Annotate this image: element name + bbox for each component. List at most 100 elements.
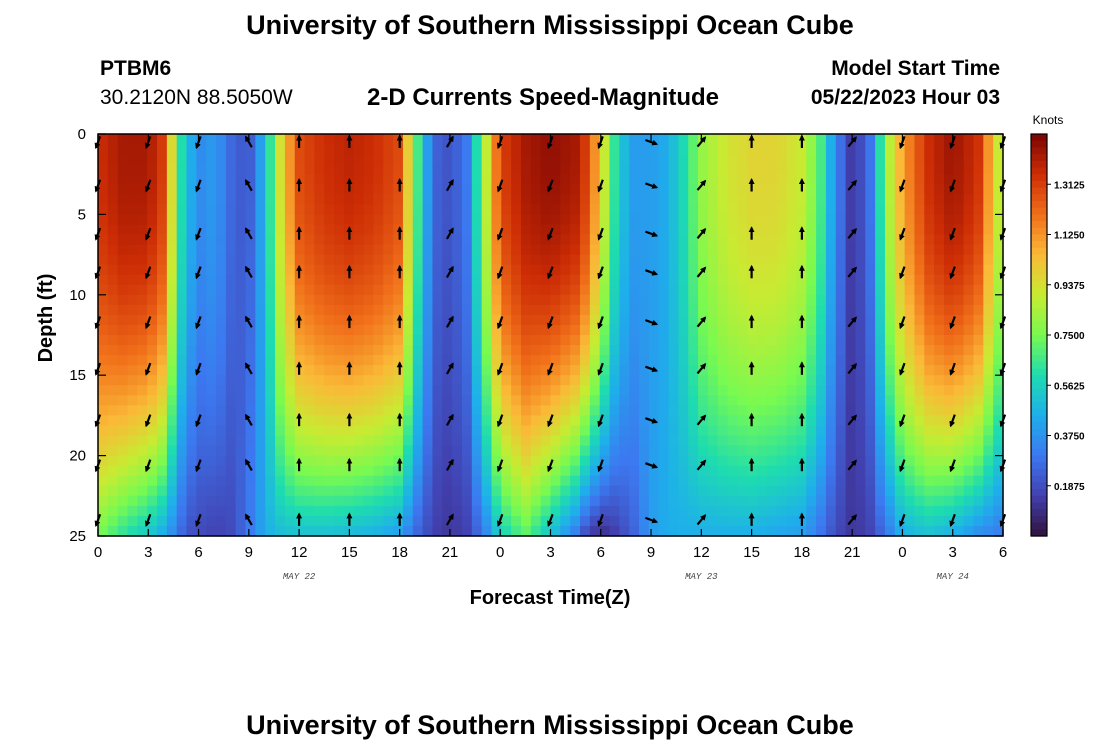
heatmap-cell <box>668 405 679 416</box>
heatmap-cell <box>255 174 266 185</box>
heatmap-cell <box>245 375 256 386</box>
heatmap-cell <box>461 304 473 316</box>
heatmap-cell <box>393 445 404 457</box>
heatmap-cell <box>599 284 611 296</box>
heatmap-cell <box>884 264 896 276</box>
heatmap-cell <box>698 495 709 507</box>
current-arrow <box>899 266 906 280</box>
heatmap-cell <box>727 274 739 286</box>
heatmap-cell <box>481 355 493 366</box>
heatmap-cell <box>284 224 296 236</box>
heatmap-cell <box>442 525 453 537</box>
current-arrow <box>144 459 152 473</box>
heatmap-cell <box>520 345 532 356</box>
heatmap-cell <box>393 425 404 437</box>
heatmap-cell <box>471 264 483 276</box>
heatmap-cell <box>491 294 502 306</box>
heatmap-cell <box>776 405 788 416</box>
heatmap-cell <box>196 144 207 155</box>
heatmap-cell <box>570 164 581 175</box>
heatmap-cell <box>766 164 778 175</box>
heatmap-cell <box>757 304 768 316</box>
heatmap-cell <box>520 174 532 185</box>
heatmap-cell <box>629 435 640 447</box>
heatmap-cell <box>491 224 502 236</box>
heatmap-cell <box>235 385 247 396</box>
heatmap-cell <box>235 425 247 437</box>
heatmap-cell <box>668 244 679 256</box>
heatmap-cell <box>855 214 866 226</box>
heatmap-cell <box>570 204 581 215</box>
heatmap-cell <box>737 254 748 266</box>
heatmap-cell <box>186 485 197 497</box>
heatmap-cell <box>707 505 719 517</box>
heatmap-cell <box>343 435 355 447</box>
current-arrow <box>847 514 857 526</box>
heatmap-cell <box>284 445 296 457</box>
heatmap-cell <box>599 505 611 517</box>
heatmap-cell <box>570 475 581 487</box>
heatmap-cell <box>776 515 788 527</box>
heatmap-cell <box>432 284 443 296</box>
heatmap-cell <box>914 324 925 336</box>
heatmap-cell <box>461 244 473 256</box>
heatmap-cell <box>707 445 719 457</box>
heatmap-cell <box>924 294 935 306</box>
heatmap-cell <box>943 385 955 396</box>
heatmap-cell <box>225 375 237 386</box>
heatmap-cell <box>806 365 817 376</box>
heatmap-cell <box>304 495 316 507</box>
heatmap-cell <box>806 134 817 145</box>
heatmap-cell <box>766 264 778 276</box>
heatmap-cell <box>471 304 483 316</box>
heatmap-cell <box>235 415 247 427</box>
heatmap-cell <box>393 455 404 467</box>
heatmap-cell <box>639 345 650 356</box>
current-arrow <box>645 182 659 189</box>
heatmap-cell <box>334 405 345 416</box>
heatmap-cell <box>137 415 148 427</box>
heatmap-cell <box>648 184 660 195</box>
heatmap-cell <box>855 445 866 457</box>
heatmap-cell <box>865 244 876 256</box>
heatmap-cell <box>432 385 443 396</box>
heatmap-cell <box>501 355 512 366</box>
heatmap-cell <box>442 475 453 487</box>
heatmap-cell <box>747 164 758 175</box>
colorbar-segment <box>1031 328 1047 336</box>
heatmap-cell <box>107 154 119 165</box>
heatmap-cell <box>560 455 571 467</box>
heatmap-cell <box>953 515 965 527</box>
heatmap-cell <box>275 385 286 396</box>
heatmap-cell <box>216 234 227 246</box>
heatmap-cell <box>117 294 129 306</box>
heatmap-cell <box>343 405 355 416</box>
heatmap-cell <box>265 264 276 276</box>
heatmap-cell <box>334 355 345 366</box>
heatmap-cell <box>511 274 522 286</box>
heatmap-cell <box>845 164 857 175</box>
heatmap-cell <box>776 445 788 457</box>
heatmap-cell <box>520 385 532 396</box>
heatmap-cell <box>835 375 847 386</box>
heatmap-cell <box>963 234 975 246</box>
heatmap-cell <box>953 405 965 416</box>
heatmap-cell <box>225 475 237 487</box>
heatmap-cell <box>540 214 552 226</box>
heatmap-cell <box>216 324 227 336</box>
heatmap-cell <box>245 445 256 457</box>
heatmap-cell <box>560 375 571 386</box>
heatmap-cell <box>383 465 394 477</box>
heatmap-cell <box>629 405 640 416</box>
heatmap-cell <box>707 224 719 236</box>
heatmap-cell <box>560 294 571 306</box>
heatmap-cell <box>294 154 306 165</box>
heatmap-cell <box>776 244 788 256</box>
heatmap-cell <box>560 465 571 477</box>
heatmap-cell <box>540 284 552 296</box>
heatmap-cell <box>107 345 119 356</box>
heatmap-cell <box>393 204 404 215</box>
heatmap-cell <box>383 505 394 517</box>
heatmap-cell <box>402 355 414 366</box>
heatmap-cell <box>983 264 994 276</box>
